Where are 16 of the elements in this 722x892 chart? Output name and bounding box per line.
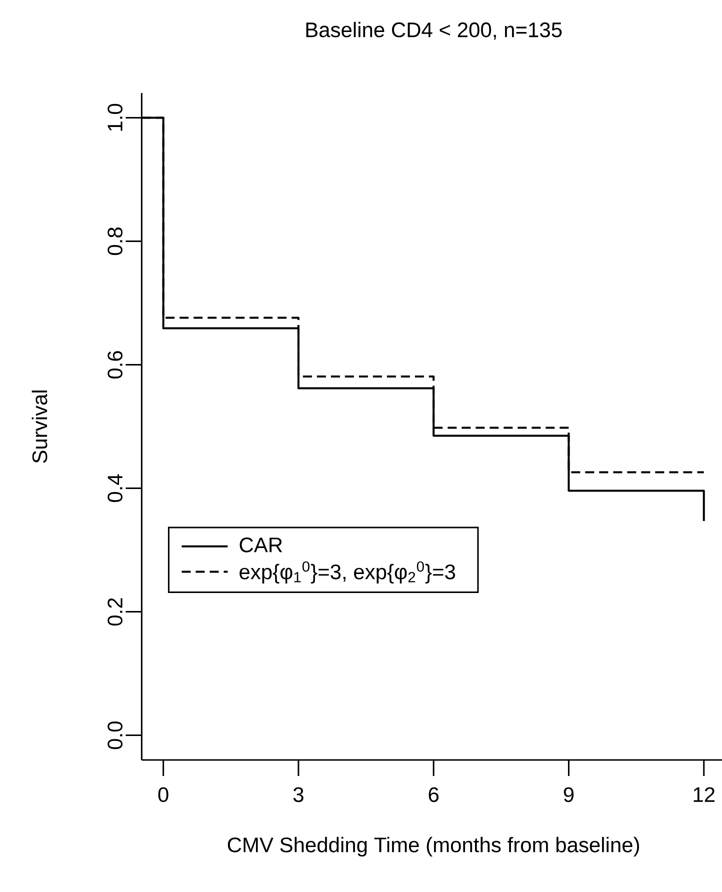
- y-tick-label: 0.0: [108, 722, 122, 750]
- legend-label: exp{φ$_{1}$$^{0}$}=3, exp{φ$_{2}$$^{0}$}=3: [240, 561, 456, 584]
- chart-title: Baseline CD4 < 200, n=135: [306, 22, 562, 40]
- y-tick-label: 0.4: [108, 474, 122, 502]
- x-tick-label: 9: [564, 787, 574, 802]
- x-tick-label: 6: [428, 787, 439, 802]
- x-tick-label: 0: [158, 787, 168, 802]
- y-tick-label: 0.8: [108, 228, 122, 256]
- y-axis-title: Survival: [32, 390, 48, 463]
- y-tick-label: 0.6: [108, 351, 122, 379]
- x-tick-label: 3: [293, 787, 304, 802]
- x-tick-label: 12: [694, 787, 714, 802]
- y-tick-label: 1.0: [108, 104, 122, 131]
- y-tick-label: 0.2: [108, 598, 122, 626]
- legend-label: CAR: [240, 538, 282, 552]
- x-axis-title: CMV Shedding Time (months from baseline): [228, 836, 639, 856]
